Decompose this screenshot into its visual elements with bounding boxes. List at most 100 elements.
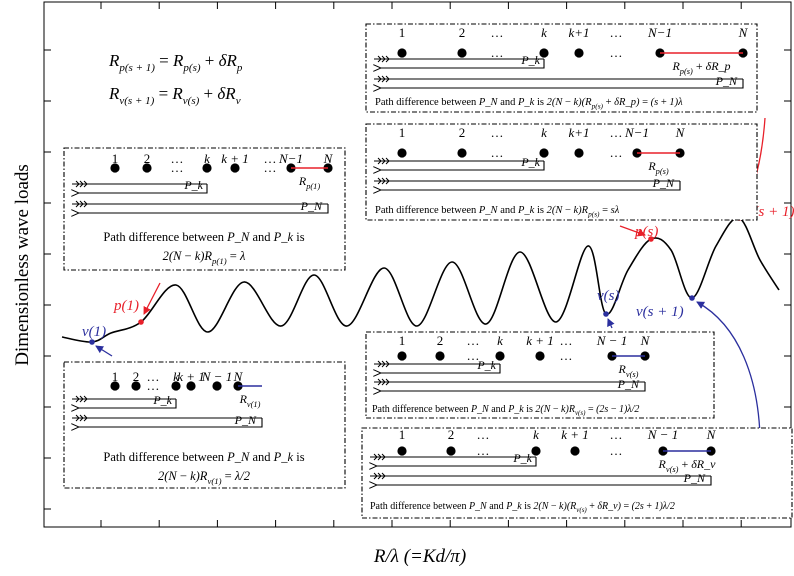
node-label: 1 [399,333,406,348]
node-label: N [640,333,651,348]
element-dot [397,446,407,456]
node-label: k [541,25,547,40]
node-label: k [497,333,503,348]
point-p1 [138,319,144,325]
node-label: N − 1 [647,427,678,442]
node-label: N−1 [624,125,649,140]
node-label: … [491,25,504,40]
incident-ray-n [374,177,680,185]
reflected-ray-n [78,418,263,427]
inset-frame [361,427,793,519]
label-pk: P_k [476,358,496,372]
node-label: … [171,151,184,166]
incident-ray-n [72,414,262,422]
node-label: 1 [399,125,406,140]
label-p1: p(1) [113,298,139,314]
reflected-ray-k [78,399,177,408]
reflected-ray-k [380,161,545,170]
inset-box-ps1: 1 2 … k k+1 … N−1 N … … Rp(s) + δR_p P_k P_N Path dif… [365,23,758,113]
node-label: k [173,369,179,384]
ellipsis: … [610,145,623,160]
y-axis-label: Dimensionless wave loads [12,164,33,366]
arrow-vs [607,318,615,329]
point-v1 [89,339,95,345]
incident-ray-n [374,378,645,386]
node-label: N [323,151,334,166]
spacing-label: Rp(1) [298,174,321,191]
node-label: 1 [399,427,406,442]
reflected-ray-k [78,184,208,193]
node-label: N − 1 [201,369,232,384]
label-pk: P_k [152,393,172,407]
equation-peak: Rp(s + 1) = Rp(s) + δRp [108,51,243,74]
element-dot [531,446,541,456]
spacing-label: Rv(s) [618,362,639,379]
label-vs: v(s) [597,288,620,304]
node-label: … [560,333,573,348]
spacing-label: Rv(1) [239,392,261,409]
ellipsis: … [467,348,480,363]
caption-line-2: 2(N − k)Rv(1) = λ/2 [158,469,250,486]
label-pk: P_k [512,451,532,465]
label-pk: P_k [520,53,540,67]
element-dot [435,351,445,361]
node-label: … [147,369,160,384]
element-dot [202,163,212,173]
node-label: 1 [112,369,119,384]
element-dot [535,351,545,361]
label-pk: P_k [183,178,203,192]
caption-line-2: 2(N − k)Rp(1) = λ [163,249,246,266]
ellipsis: … [171,160,184,175]
svg-text:Rv(s + 1) = Rv(s) + δRv: Rv(s + 1) = Rv(s) + δRv [108,84,241,107]
arrow-ps [619,225,646,237]
ellipsis: … [560,348,573,363]
spacing-label: Rp(s) + δR_p [671,59,730,76]
label-pn: P_N [617,377,640,391]
node-label: N [233,369,244,384]
node-label: 2 [448,427,455,442]
incident-ray-k [374,157,544,165]
incident-ray-k [374,360,500,368]
incident-ray-k [72,395,176,403]
axis-ticks [44,2,791,527]
label-vs1: v(s + 1) [636,304,684,320]
element-dot [495,351,505,361]
node-label: k+1 [568,125,589,140]
reflected-ray-n [380,382,646,391]
node-label: k+1 [568,25,589,40]
wave-load-curve [61,217,780,343]
ellipsis: … [491,45,504,60]
incident-ray-n [72,200,328,208]
ellipsis: … [477,443,490,458]
node-label: 1 [399,25,406,40]
inset-box-v1: 1 2 … kk + 1N − 1 N … Rv(1) P_k P_N Path differen… [63,361,346,489]
element-dot [110,381,120,391]
node-label: N−1 [278,151,303,166]
node-label: … [610,25,623,40]
element-dot [457,148,467,158]
node-label: 2 [133,369,140,384]
arrow-p1 [143,282,161,315]
inset-box-vs1: 1 2… k k + 1… N − 1 N… …Rv(s) + δR_vP_kP_NPath… [361,427,793,519]
plot-frame [43,1,792,528]
caption: Path difference between P_N and P_k is 2… [370,501,675,514]
node-label: k + 1 [221,151,249,166]
node-label: 1 [112,151,119,166]
node-label: k [541,125,547,140]
incident-ray-n [374,75,743,83]
element-dot [446,446,456,456]
node-label: k [533,427,539,442]
element-dot [574,48,584,58]
x-axis-label: R/λ (=Kd/π) [373,546,466,567]
equation-valley: Rv(s + 1) = Rv(s) + δRv [108,84,241,107]
inset-frame [365,331,715,419]
node-label: N−1 [647,25,672,40]
label-pn: P_N [652,176,675,190]
element-dot [397,48,407,58]
reflected-ray-k [376,457,537,466]
label-pn: P_N [715,74,738,88]
node-label: … [477,427,490,442]
